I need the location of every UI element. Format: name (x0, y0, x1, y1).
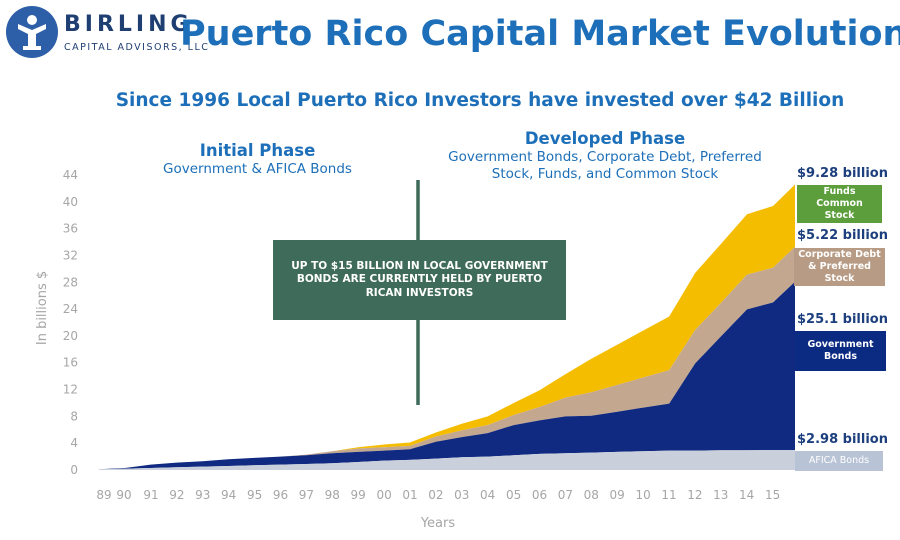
x-tick-label: 89 (96, 488, 111, 502)
funds-legend-box: Funds Common Stock (797, 185, 882, 223)
funds-value-label: $9.28 billion (797, 166, 888, 181)
corp-legend-box: Corporate Debt & Preferred Stock (794, 248, 885, 286)
page-title: Puerto Rico Capital Market Evolution (180, 14, 900, 54)
x-tick-label: 90 (116, 488, 131, 502)
x-tick-label: 11 (661, 488, 676, 502)
x-tick-label: 15 (765, 488, 780, 502)
x-tick-label: 07 (558, 488, 573, 502)
gov-legend-box: Government Bonds (795, 331, 886, 371)
initial-phase-title: Initial Phase (199, 141, 316, 160)
x-tick-label: 96 (273, 488, 288, 502)
y-tick-label: 4 (70, 436, 78, 450)
y-tick-label: 20 (63, 329, 78, 343)
x-tick-label: 93 (195, 488, 210, 502)
callout-text: UP TO $15 BILLION IN LOCAL GOVERNMENT BO… (291, 259, 548, 299)
x-tick-label: 05 (506, 488, 521, 502)
y-axis-title: In billions $ (35, 271, 50, 345)
x-tick-label: 95 (247, 488, 262, 502)
y-tick-label: 32 (63, 248, 78, 262)
x-tick-label: 98 (325, 488, 340, 502)
x-tick-label: 04 (480, 488, 495, 502)
area-funds (98, 184, 796, 470)
x-tick-label: 00 (376, 488, 391, 502)
x-tick-label: 02 (428, 488, 443, 502)
logo-icon (6, 6, 58, 58)
y-tick-label: 0 (70, 463, 78, 477)
x-tick-label: 10 (635, 488, 650, 502)
afica-legend-box: AFICA Bonds (795, 451, 883, 471)
x-tick-label: 94 (221, 488, 236, 502)
x-tick-label: 13 (713, 488, 728, 502)
x-tick-label: 91 (143, 488, 158, 502)
gov-legend-text: Government Bonds (807, 339, 874, 362)
area-afica (98, 450, 796, 470)
funds-legend-text: Funds Common Stock (816, 186, 863, 221)
callout-box: UP TO $15 BILLION IN LOCAL GOVERNMENT BO… (273, 240, 566, 320)
y-tick-label: 16 (63, 356, 78, 370)
page-subtitle: Since 1996 Local Puerto Rico Investors h… (115, 90, 845, 111)
y-tick-label: 44 (63, 168, 78, 182)
developed-phase-title: Developed Phase (524, 129, 686, 148)
logo-figure-icon (18, 15, 46, 50)
area-layer (98, 184, 796, 470)
x-tick-label: 03 (454, 488, 469, 502)
x-tick-label: 14 (739, 488, 754, 502)
x-tick-label: 99 (351, 488, 366, 502)
x-tick-label: 09 (610, 488, 625, 502)
y-tick-label: 28 (63, 275, 78, 289)
x-tick-label: 97 (299, 488, 314, 502)
y-tick-label: 24 (63, 302, 78, 316)
x-tick-label: 92 (169, 488, 184, 502)
y-tick-label: 36 (63, 222, 78, 236)
x-tick-label: 08 (584, 488, 599, 502)
y-tick-label: 12 (63, 383, 78, 397)
corp-value-label: $5.22 billion (797, 228, 888, 243)
gov-value-label: $25.1 billion (797, 312, 888, 327)
afica-legend-text: AFICA Bonds (808, 455, 870, 466)
developed-phase-desc: Government Bonds, Corporate Debt, Prefer… (448, 149, 762, 182)
x-tick-label: 01 (402, 488, 417, 502)
area-government (98, 281, 796, 470)
x-axis-title: Years (420, 516, 456, 531)
x-tick-label: 06 (532, 488, 547, 502)
initial-phase-desc: Government & AFICA Bonds (163, 161, 352, 177)
y-tick-label: 8 (70, 409, 78, 423)
corp-legend-text: Corporate Debt & Preferred Stock (798, 249, 881, 284)
y-tick-label: 40 (63, 195, 78, 209)
x-tick-label: 12 (687, 488, 702, 502)
afica-value-label: $2.98 billion (797, 432, 888, 447)
logo-subtitle: CAPITAL ADVISORS, LLC (64, 42, 210, 53)
logo-name: BIRLING (64, 12, 193, 37)
